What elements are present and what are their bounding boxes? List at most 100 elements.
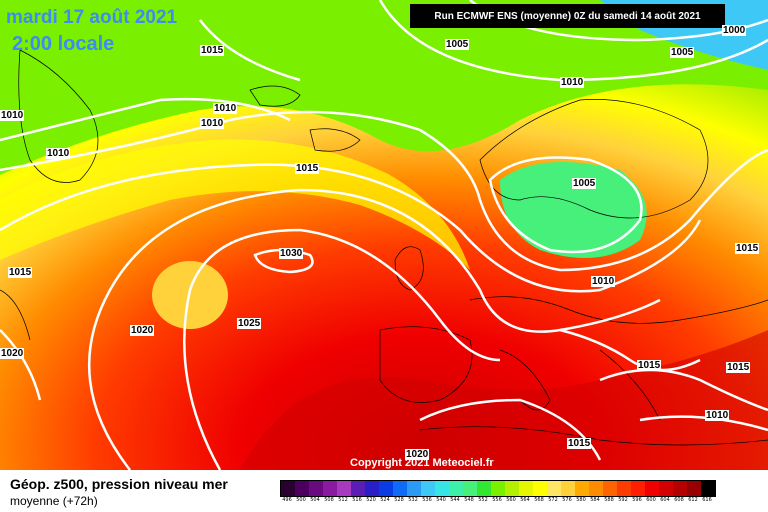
scale-swatch [561, 481, 575, 496]
scale-label: 516 [352, 497, 362, 503]
isobar-label: 1015 [637, 360, 662, 371]
isobar-label: 1020 [0, 348, 25, 359]
scale-label: 568 [534, 497, 544, 503]
scale-swatch [645, 481, 659, 496]
scale-label: 520 [366, 497, 376, 503]
field-cold-north [0, 0, 768, 175]
legend-subtitle: moyenne (+72h) [10, 494, 98, 508]
scale-swatch [337, 481, 351, 496]
isobar-label: 1030 [279, 248, 304, 259]
scale-label: 604 [660, 497, 670, 503]
isobar-label: 1020 [130, 325, 155, 336]
scale-label: 508 [324, 497, 334, 503]
scale-label: 556 [492, 497, 502, 503]
scale-label: 572 [548, 497, 558, 503]
scale-swatch [547, 481, 561, 496]
scale-label: 608 [674, 497, 684, 503]
forecast-time: 2:00 locale [12, 33, 115, 55]
scale-swatch [477, 481, 491, 496]
isobar-label: 1010 [200, 118, 225, 129]
scale-label: 496 [282, 497, 292, 503]
isobar-label: 1015 [567, 438, 592, 449]
run-info: Run ECMWF ENS (moyenne) 0Z du samedi 14 … [410, 4, 725, 28]
scale-label: 616 [702, 497, 712, 503]
scale-swatch [281, 481, 295, 496]
scale-swatch [701, 481, 715, 496]
scale-label: 596 [632, 497, 642, 503]
scale-swatch [463, 481, 477, 496]
scale-label: 592 [618, 497, 628, 503]
scale-label: 524 [380, 497, 390, 503]
color-scale [280, 480, 716, 497]
scale-swatch [687, 481, 701, 496]
isobar-label: 1010 [46, 148, 71, 159]
isobar-label: 1010 [213, 103, 238, 114]
scale-swatch [379, 481, 393, 496]
isobar-label: 1010 [591, 276, 616, 287]
scale-label: 552 [478, 497, 488, 503]
scale-swatch [575, 481, 589, 496]
scale-label: 528 [394, 497, 404, 503]
scale-swatch [505, 481, 519, 496]
scale-label: 512 [338, 497, 348, 503]
scale-label: 504 [310, 497, 320, 503]
scale-swatch [533, 481, 547, 496]
scale-label: 536 [422, 497, 432, 503]
scale-swatch [617, 481, 631, 496]
legend-bar: Géop. z500, pression niveau mer moyenne … [0, 470, 768, 512]
color-scale-labels: 496 500 504 508 512 516 520 524 528 532 536 540 544 5… [280, 497, 714, 503]
scale-label: 588 [604, 497, 614, 503]
isobar-label: 1015 [200, 45, 225, 56]
scale-label: 532 [408, 497, 418, 503]
isobar-label: 1000 [722, 25, 747, 36]
geopotential-map [0, 0, 768, 470]
scale-label: 600 [646, 497, 656, 503]
scale-swatch [519, 481, 533, 496]
scale-swatch [589, 481, 603, 496]
scale-label: 544 [450, 497, 460, 503]
isobar-label: 1020 [405, 449, 430, 460]
scale-swatch [673, 481, 687, 496]
scale-label: 564 [520, 497, 530, 503]
scale-swatch [309, 481, 323, 496]
scale-swatch [393, 481, 407, 496]
scale-label: 560 [506, 497, 516, 503]
coastlines [0, 49, 768, 446]
scale-swatch [435, 481, 449, 496]
copyright: Copyright 2021 Meteociel.fr [350, 457, 494, 469]
scale-swatch [421, 481, 435, 496]
scale-label: 580 [576, 497, 586, 503]
scale-swatch [323, 481, 337, 496]
legend-title: Géop. z500, pression niveau mer [10, 476, 228, 492]
isobar-label: 1005 [670, 47, 695, 58]
scale-label: 500 [296, 497, 306, 503]
isobar-label: 1005 [445, 39, 470, 50]
scale-swatch [659, 481, 673, 496]
scale-label: 612 [688, 497, 698, 503]
isobar-label: 1025 [237, 318, 262, 329]
scale-swatch [631, 481, 645, 496]
isobar-label: 1015 [726, 362, 751, 373]
isobar-label: 1010 [0, 110, 25, 121]
scale-swatch [491, 481, 505, 496]
scale-label: 540 [436, 497, 446, 503]
scale-label: 584 [590, 497, 600, 503]
isobar-label: 1015 [295, 163, 320, 174]
scale-label: 548 [464, 497, 474, 503]
isobar-label: 1010 [560, 77, 585, 88]
scale-label: 576 [562, 497, 572, 503]
field-yellow-band [0, 139, 470, 270]
scale-swatch [603, 481, 617, 496]
field-green-cut [500, 162, 647, 258]
scale-swatch [407, 481, 421, 496]
scale-swatch [449, 481, 463, 496]
isobar-label: 1015 [735, 243, 760, 254]
isobar-label: 1010 [705, 410, 730, 421]
scale-swatch [365, 481, 379, 496]
isobar-label: 1005 [572, 178, 597, 189]
scale-swatch [351, 481, 365, 496]
scale-swatch [295, 481, 309, 496]
isobar-label: 1015 [8, 267, 33, 278]
forecast-date: mardi 17 août 2021 [6, 7, 178, 28]
